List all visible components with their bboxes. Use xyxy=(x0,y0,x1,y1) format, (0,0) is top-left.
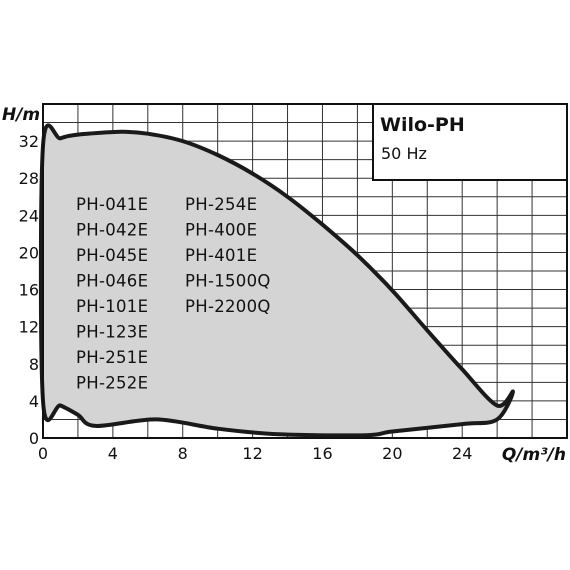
y-axis-label: H/m xyxy=(2,105,40,125)
x-tick-label: 8 xyxy=(178,444,188,463)
model-name: PH-101E xyxy=(76,297,148,316)
model-name: PH-251E xyxy=(76,348,148,367)
y-tick-label: 12 xyxy=(19,318,39,337)
y-tick-label: 16 xyxy=(19,281,39,300)
plot-frame xyxy=(42,103,568,439)
model-name: PH-252E xyxy=(76,374,148,393)
model-name: PH-2200Q xyxy=(185,297,271,316)
model-name: PH-041E xyxy=(76,195,148,214)
model-name: PH-123E xyxy=(76,323,148,342)
chart-subtitle: 50 Hz xyxy=(381,144,427,163)
x-tick-label: 4 xyxy=(108,444,118,463)
x-axis-label: Q/m³/h xyxy=(502,445,566,465)
model-name: PH-1500Q xyxy=(185,272,271,291)
model-name: PH-401E xyxy=(185,246,257,265)
model-name: PH-046E xyxy=(76,272,148,291)
title-box xyxy=(372,103,568,181)
model-list-column-1: PH-041E PH-042E PH-045E PH-046E PH-101E PH-12… xyxy=(76,195,148,393)
x-tick-label: 16 xyxy=(312,444,332,463)
performance-envelope xyxy=(38,123,515,438)
model-name: PH-254E xyxy=(185,195,257,214)
model-name: PH-045E xyxy=(76,246,148,265)
y-tick-label: 8 xyxy=(29,355,39,374)
y-tick-label: 32 xyxy=(19,132,39,151)
chart-title: Wilo-PH xyxy=(380,114,465,136)
y-tick-label: 28 xyxy=(19,169,39,188)
model-list-column-2: PH-254E PH-400E PH-401E PH-1500Q PH-2200Q xyxy=(185,195,271,316)
y-tick-label: 24 xyxy=(19,206,39,225)
x-tick-label: 12 xyxy=(242,444,262,463)
y-tick-label: 4 xyxy=(29,392,39,411)
y-tick-label: 0 xyxy=(29,429,39,448)
y-tick-label: 20 xyxy=(19,243,39,262)
model-name: PH-042E xyxy=(76,221,148,240)
axis-ticks: 0 4 8 12 16 20 24 0 4 8 12 16 20 24 28 32 xyxy=(19,132,473,463)
x-tick-label: 24 xyxy=(452,444,472,463)
model-name: PH-400E xyxy=(185,221,257,240)
x-tick-label: 0 xyxy=(38,444,48,463)
x-tick-label: 20 xyxy=(382,444,402,463)
